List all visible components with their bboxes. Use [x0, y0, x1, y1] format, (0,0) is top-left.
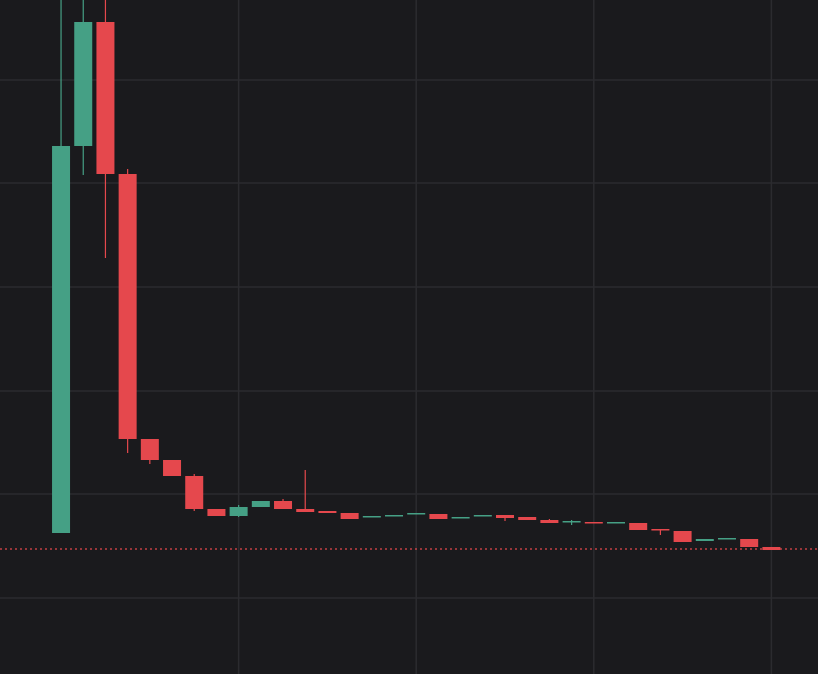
candle-body: [318, 511, 337, 513]
candle-body: [518, 517, 537, 520]
candle-body: [140, 439, 159, 460]
candle-body: [207, 509, 226, 516]
candle-body: [96, 22, 115, 174]
candle-body: [251, 501, 270, 507]
candle-body: [340, 513, 359, 519]
candle-body: [606, 522, 625, 524]
candle-body: [429, 514, 448, 519]
candle-body: [629, 523, 648, 530]
candle-body: [496, 515, 515, 518]
candle-body: [362, 516, 381, 518]
candle-body: [296, 509, 315, 512]
candle-body: [407, 513, 426, 515]
candle-body: [695, 539, 714, 541]
candle-body: [673, 531, 692, 542]
candle-body: [740, 539, 759, 547]
candle-body: [717, 538, 736, 540]
candle-body: [118, 174, 137, 439]
candle-body: [52, 146, 71, 533]
candle-body: [473, 515, 492, 517]
candle-body: [562, 521, 581, 523]
candle-body: [74, 22, 93, 146]
candle-body: [385, 515, 404, 517]
candle-body: [540, 520, 559, 523]
candle-body: [185, 476, 204, 509]
candle-body: [229, 507, 248, 516]
candle-body: [584, 522, 603, 524]
candle-body: [451, 517, 470, 519]
candle-body: [274, 501, 293, 509]
candle-body: [651, 529, 670, 531]
candle-body: [163, 460, 182, 476]
